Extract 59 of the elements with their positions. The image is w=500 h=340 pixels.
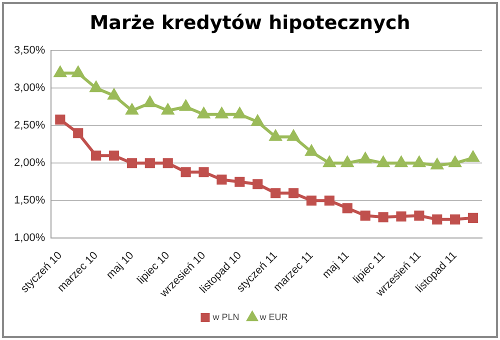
point xyxy=(108,150,120,161)
point xyxy=(395,156,408,168)
point xyxy=(216,108,228,118)
point xyxy=(144,96,156,108)
point xyxy=(234,108,246,118)
point xyxy=(162,104,174,115)
point xyxy=(162,158,173,168)
point xyxy=(449,156,461,168)
legend-label: w EUR xyxy=(258,312,288,322)
point xyxy=(468,212,478,223)
y-tick-label: 2,50% xyxy=(14,120,46,132)
y-tick-label: 1,00% xyxy=(14,232,46,244)
point xyxy=(342,156,354,168)
point xyxy=(377,156,390,168)
point xyxy=(126,158,138,168)
x-tick-label: maj 10 xyxy=(104,250,136,282)
point xyxy=(180,167,191,178)
point xyxy=(252,179,263,190)
point xyxy=(450,214,460,224)
point xyxy=(360,210,370,221)
chart-title: Marże kredytów hipotecznych xyxy=(88,12,412,34)
point xyxy=(359,152,372,164)
point xyxy=(306,196,317,206)
point xyxy=(288,188,299,198)
point xyxy=(90,82,102,92)
point xyxy=(252,115,264,126)
point xyxy=(198,167,209,178)
point xyxy=(72,66,84,78)
point xyxy=(432,214,442,224)
point xyxy=(234,176,245,187)
point xyxy=(378,212,388,222)
point xyxy=(180,100,192,111)
point xyxy=(198,108,210,118)
point xyxy=(414,210,424,221)
point xyxy=(396,211,406,222)
point xyxy=(306,145,318,156)
point xyxy=(324,196,334,206)
y-tick-label: 2,00% xyxy=(14,157,46,170)
point xyxy=(55,114,66,125)
point xyxy=(108,89,120,100)
point xyxy=(54,66,66,78)
point xyxy=(288,130,300,141)
point xyxy=(324,156,336,168)
legend-label: w PLN xyxy=(212,312,240,322)
point xyxy=(73,128,84,138)
point xyxy=(144,158,155,168)
x-tick-label: maj 11 xyxy=(320,250,352,281)
point xyxy=(126,104,138,115)
point xyxy=(216,174,227,185)
point xyxy=(413,156,426,168)
y-tick-label: 3,50% xyxy=(14,44,46,57)
y-tick-label: 1,50% xyxy=(14,194,46,207)
y-tick-label: 3,00% xyxy=(14,82,46,94)
point xyxy=(467,151,479,162)
point xyxy=(91,150,102,161)
point xyxy=(270,188,281,198)
point xyxy=(342,203,352,214)
point xyxy=(431,158,443,170)
point xyxy=(270,130,282,141)
